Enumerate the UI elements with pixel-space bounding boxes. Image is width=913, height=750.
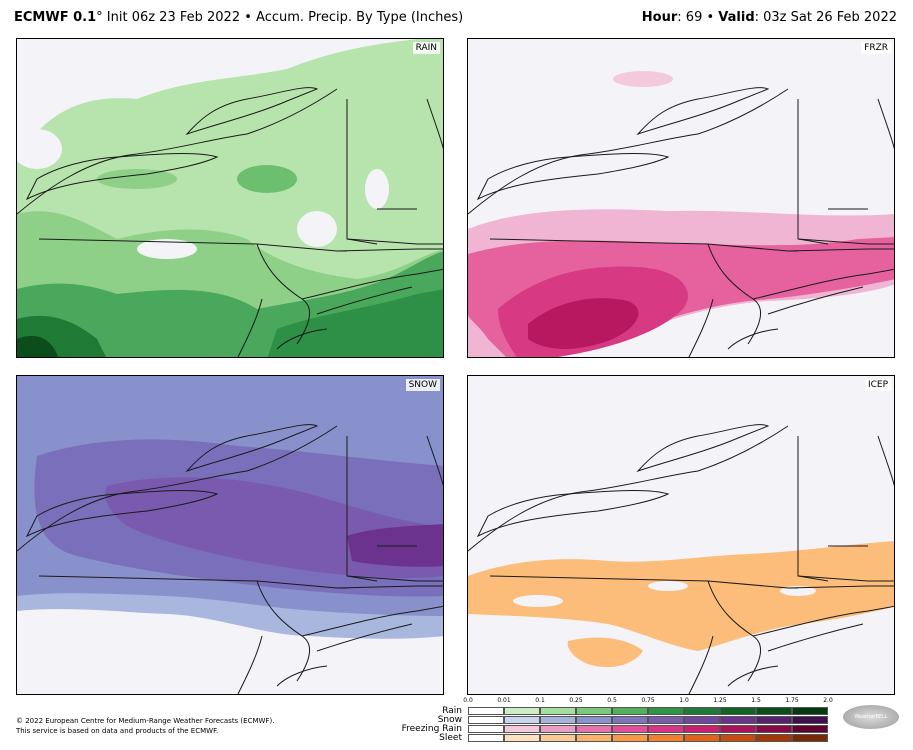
legend-swatch bbox=[468, 716, 504, 724]
legend-swatch bbox=[612, 707, 648, 715]
frzr-panel: FRZR bbox=[467, 38, 895, 358]
legend-swatch bbox=[540, 734, 576, 742]
legend-swatch bbox=[648, 734, 684, 742]
legend-swatch bbox=[576, 725, 612, 733]
legend-swatch bbox=[468, 734, 504, 742]
icep-map bbox=[468, 376, 894, 694]
snow-panel: SNOW bbox=[16, 375, 444, 695]
chart-title: ECMWF 0.1° Init 06z 23 Feb 2022 • Accum.… bbox=[14, 10, 463, 25]
legend-swatch bbox=[792, 734, 828, 742]
legend-row-label: Snow bbox=[437, 715, 462, 725]
legend-swatch bbox=[756, 725, 792, 733]
legend-tick: 0.25 bbox=[569, 697, 583, 704]
copyright-footer: © 2022 European Centre for Medium-Range … bbox=[16, 716, 274, 736]
rain-map bbox=[17, 39, 443, 357]
valid-value: : 03z Sat 26 Feb 2022 bbox=[754, 10, 897, 25]
valid-label: Valid bbox=[718, 10, 755, 25]
field-name: Accum. Precip. By Type (Inches) bbox=[256, 10, 464, 25]
legend-swatch bbox=[792, 725, 828, 733]
frzr-map bbox=[468, 39, 894, 357]
legend-swatch bbox=[504, 734, 540, 742]
legend-tick: 1.25 bbox=[713, 697, 727, 704]
rain-panel: RAIN bbox=[16, 38, 444, 358]
copyright-line-1: © 2022 European Centre for Medium-Range … bbox=[16, 717, 275, 725]
snow-map bbox=[17, 376, 443, 694]
legend-swatch bbox=[612, 734, 648, 742]
legend-swatch bbox=[576, 734, 612, 742]
precip-legend: 0.0 0.01 0.1 0.25 0.5 0.75 1.0 1.25 1.5 1.75 2.0 Ra… bbox=[390, 697, 850, 747]
legend-swatch bbox=[504, 725, 540, 733]
legend-tick: 0.75 bbox=[641, 697, 655, 704]
weatherbell-logo: WeatherBELL bbox=[843, 705, 899, 729]
legend-swatch bbox=[576, 707, 612, 715]
legend-tick: 1.5 bbox=[751, 697, 761, 704]
valid-separator: • bbox=[702, 10, 719, 25]
legend-swatch bbox=[684, 725, 720, 733]
legend-swatch bbox=[720, 716, 756, 724]
legend-swatch bbox=[612, 716, 648, 724]
legend-tick: 1.0 bbox=[679, 697, 689, 704]
title-separator: • bbox=[240, 10, 257, 25]
legend-swatch bbox=[504, 707, 540, 715]
legend-swatch bbox=[720, 725, 756, 733]
degree-sign: ° bbox=[96, 10, 103, 25]
icep-panel: ICEP bbox=[467, 375, 895, 695]
legend-swatch bbox=[504, 716, 540, 724]
legend-tick: 0.0 bbox=[463, 697, 473, 704]
legend-swatch bbox=[540, 725, 576, 733]
legend-swatch bbox=[576, 716, 612, 724]
legend-swatch bbox=[756, 707, 792, 715]
legend-row-label: Sleet bbox=[439, 733, 462, 743]
legend-swatch bbox=[468, 725, 504, 733]
legend-row-label: Rain bbox=[442, 706, 462, 716]
legend-swatch bbox=[756, 734, 792, 742]
valid-time: Hour: 69 • Valid: 03z Sat 26 Feb 2022 bbox=[642, 10, 897, 25]
legend-swatch bbox=[648, 716, 684, 724]
init-time: Init 06z 23 Feb 2022 bbox=[102, 10, 241, 25]
legend-swatch bbox=[684, 716, 720, 724]
legend-swatch bbox=[756, 716, 792, 724]
frzr-panel-label: FRZR bbox=[861, 42, 891, 54]
legend-tick: 1.75 bbox=[785, 697, 799, 704]
legend-swatch bbox=[648, 707, 684, 715]
legend-swatch bbox=[540, 707, 576, 715]
legend-tick: 0.1 bbox=[535, 697, 545, 704]
legend-swatch bbox=[684, 734, 720, 742]
legend-swatch bbox=[792, 716, 828, 724]
snow-panel-label: SNOW bbox=[405, 379, 440, 391]
legend-swatch bbox=[612, 725, 648, 733]
legend-tick: 2.0 bbox=[823, 697, 833, 704]
legend-swatch bbox=[468, 707, 504, 715]
legend-swatch bbox=[792, 707, 828, 715]
copyright-line-2: This service is based on data and produc… bbox=[16, 727, 219, 735]
hour-value: : 69 bbox=[677, 10, 703, 25]
rain-panel-label: RAIN bbox=[412, 42, 440, 54]
model-name: ECMWF 0.1 bbox=[14, 10, 97, 25]
legend-swatch bbox=[684, 707, 720, 715]
legend-tick: 0.01 bbox=[497, 697, 511, 704]
legend-row-label: Freezing Rain bbox=[401, 724, 462, 734]
legend-swatch bbox=[648, 725, 684, 733]
hour-label: Hour bbox=[641, 10, 678, 25]
legend-tick: 0.5 bbox=[607, 697, 617, 704]
legend-swatch bbox=[720, 707, 756, 715]
legend-swatch bbox=[540, 716, 576, 724]
icep-panel-label: ICEP bbox=[864, 379, 891, 391]
legend-swatch bbox=[720, 734, 756, 742]
